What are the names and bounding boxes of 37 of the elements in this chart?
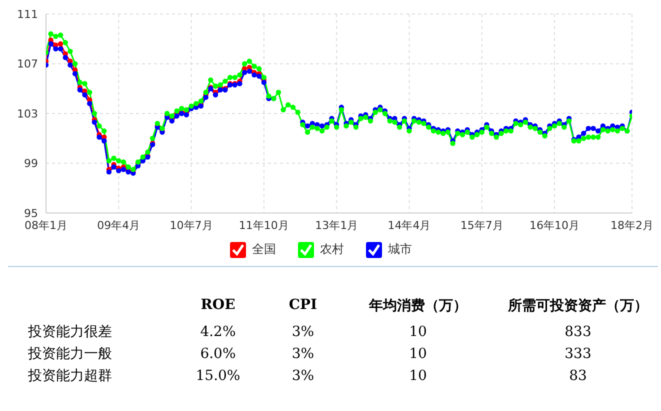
x-tick-label: 15年7月 (460, 218, 504, 232)
category-label: 投资能力一般 (28, 346, 112, 362)
category-label: ROE (200, 297, 236, 315)
text: 3% (292, 324, 314, 340)
y-tick-label: 107 (17, 58, 38, 71)
text: 3% (292, 368, 314, 384)
x-tick-label: 13年1月 (315, 218, 358, 232)
x-tick-label: 16年10月 (530, 218, 580, 232)
text: 333 (564, 346, 592, 362)
category-label: 投资能力超群 (28, 368, 112, 384)
x-tick-label: 14年4月 (388, 218, 431, 232)
text: 10 (409, 324, 427, 340)
text: 10 (409, 346, 427, 362)
legend-label: 全国 (252, 241, 276, 258)
legend-label: 农村 (320, 241, 344, 258)
legend-label: 城市 (388, 241, 412, 258)
text: 6.0% (200, 346, 236, 362)
text: 3% (292, 346, 314, 362)
category-label: 投资能力很差 (28, 324, 112, 340)
y-tick-label: 111 (17, 8, 38, 21)
category-label: 年均消费（万） (368, 297, 468, 315)
text: 10 (409, 368, 427, 384)
x-tick-label: 11年10月 (238, 218, 289, 232)
text: 83 (569, 368, 587, 384)
y-tick-label: 99 (24, 157, 38, 170)
text: 833 (564, 324, 592, 340)
category-label: CPI (288, 297, 318, 315)
y-tick-label: 103 (17, 107, 38, 120)
x-tick-label: 18年2月 (610, 218, 654, 232)
point (58, 41, 64, 46)
y-tick-label: 95 (24, 206, 38, 220)
x-tick-label: 10年7月 (170, 218, 213, 232)
text: 4.2% (200, 324, 236, 340)
x-tick-label: 09年4月 (97, 218, 140, 232)
category-label: 所需可投资资产（万） (506, 297, 649, 315)
text: 15.0% (196, 368, 240, 384)
x-tick-label: 08年1月 (24, 218, 68, 232)
